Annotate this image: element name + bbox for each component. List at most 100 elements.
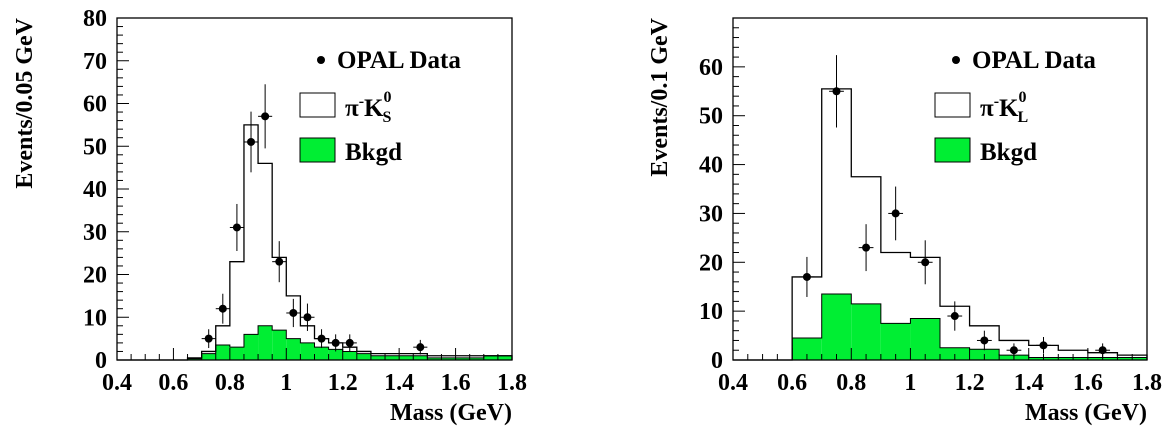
bkgd-bar [497,355,512,360]
y-axis-label: Events/0.1 GeV [647,17,673,176]
legend-signal-label: π-K0 S [345,89,391,126]
y-tick-label: 0 [711,348,723,374]
y-tick-label: 10 [83,305,107,331]
chart-panel-2: 0.4 0.6 0.8 1 1.2 1.4 1.6 1.8 0 10 20 30 40 50 60 Mass … [647,17,1162,426]
x-axis-label: Mass (GeV) [1025,400,1147,426]
data-point [1098,346,1107,355]
legend-k-subscript: L [1017,109,1028,126]
x-tick-label: 1 [904,370,916,396]
data-point [921,258,930,267]
x-tick-label: 1.6 [441,370,471,396]
data-point [247,137,256,146]
legend-pi-charge: - [994,93,999,110]
bkgd-bar [851,303,881,360]
legend-data-label: OPAL Data [337,47,461,74]
bkgd-bar [342,351,357,360]
x-tick-label: 1.6 [1073,370,1103,396]
bkgd-bar [792,338,822,360]
data-point [862,243,871,252]
bkgd-bar [272,330,287,360]
legend-bkgd-swatch [299,137,336,163]
bkgd-bar [413,355,428,360]
x-tick-label: 1.8 [1132,370,1162,396]
y-tick-label: 50 [83,134,107,160]
data-point [261,112,270,121]
legend-data-label: OPAL Data [972,47,1096,74]
data-point [832,87,841,96]
y-tick-label: 60 [699,55,723,81]
bkgd-bar [940,347,970,360]
bkgd-bar [356,353,371,360]
x-tick-label: 1.2 [328,370,358,396]
data-point [331,338,340,347]
y-tick-label: 30 [699,201,723,227]
bkgd-bar [314,347,329,360]
legend-data-marker [952,56,960,64]
legend-signal-label: π-K0 L [980,89,1028,126]
legend-k: K [999,95,1019,122]
y-tick-label: 50 [699,104,723,130]
bkgd-bar [455,357,470,360]
data-point [218,304,227,313]
bkgd-bar [483,355,498,360]
bkgd-bar [385,355,400,360]
y-tick-label: 20 [699,250,723,276]
x-tick-label: 0.6 [777,370,807,396]
bkgd-bar [821,294,852,360]
data-point [289,308,298,317]
data-point [317,334,326,343]
bkgd-bar [469,357,484,360]
bkgd-bar [215,345,230,360]
legend-pi: π [980,95,994,122]
x-tick-label: 1.8 [497,370,527,396]
x-tick-label: 1.2 [955,370,985,396]
data-point [980,336,989,345]
bkgd-bar [399,355,414,360]
legend-bkgd-label: Bkgd [980,139,1037,166]
y-tick-label: 20 [83,263,107,289]
legend-pi: π [345,95,359,122]
x-tick-label: 0.4 [102,370,132,396]
data-point [1039,341,1048,350]
bkgd-bar [300,342,315,360]
legend-bkgd-swatch [934,137,971,163]
legend-k: K [364,95,384,122]
bkgd-bar [328,349,343,360]
data-point [950,312,959,321]
x-tick-label: 0.6 [158,370,188,396]
y-tick-label: 70 [83,49,107,75]
y-axis-label: Events/0.05 GeV [12,17,38,188]
data-point [891,209,900,218]
x-tick-label: 0.8 [836,370,866,396]
data-point [275,257,284,266]
legend-k-superscript: 0 [383,89,391,106]
bkgd-bar [243,334,259,360]
data-point [303,313,312,322]
legend-signal-swatch [299,92,336,118]
bkgd-bar [910,318,940,360]
x-tick-label: 1.4 [384,370,414,396]
y-tick-label: 60 [83,92,107,118]
data-point [232,223,241,232]
x-tick-label: 1.4 [1014,370,1044,396]
data-point [416,343,425,352]
y-tick-label: 30 [83,220,107,246]
bkgd-bar [201,353,216,360]
y-tick-label: 40 [83,177,107,203]
bkgd-bar [370,355,386,360]
y-tick-label: 10 [699,299,723,325]
bkgd-bar [229,347,244,360]
bkgd-bar [880,323,911,360]
x-tick-label: 0.8 [215,370,245,396]
bkgd-bar [286,338,301,360]
y-tick-label: 80 [83,6,107,32]
bkgd-bar [258,325,273,360]
data-point [802,272,811,281]
legend-k-subscript: S [382,109,391,126]
data-point [345,338,354,347]
data-point [204,334,213,343]
y-tick-label: 40 [699,153,723,179]
x-tick-label: 1 [280,370,292,396]
